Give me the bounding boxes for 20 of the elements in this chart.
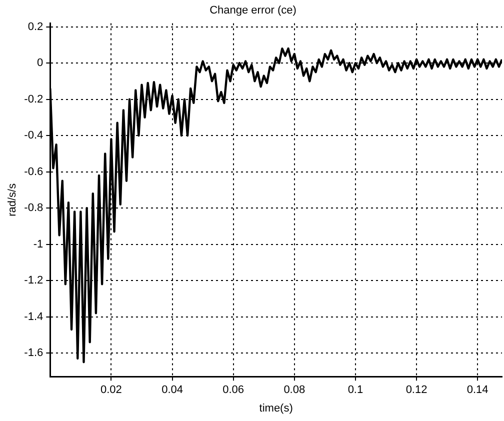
y-tick-label: -0.6 <box>24 166 44 178</box>
y-tick-label: -0.2 <box>24 93 44 106</box>
y-tick-label: -0.8 <box>24 202 44 214</box>
y-tick-label: -1 <box>33 238 44 250</box>
x-tick-label: 0.04 <box>162 384 183 396</box>
y-axis-title: rad/s/s <box>6 182 19 216</box>
y-tick-label: -1.6 <box>24 347 44 360</box>
y-tick-label: -1.4 <box>24 310 44 323</box>
y-tick-label: 0.2 <box>28 20 44 33</box>
x-axis-title: time(s) <box>259 402 293 414</box>
x-tick-label: 0.08 <box>284 384 306 396</box>
x-tick-label: 0.06 <box>222 384 244 396</box>
y-tick-label: -0.4 <box>24 130 44 142</box>
x-tick-label: 0.14 <box>466 384 488 396</box>
y-tick-label: 0 <box>37 57 44 70</box>
y-tick-label: -1.2 <box>24 274 44 287</box>
chart-title: Change error (ce) <box>210 4 296 17</box>
x-tick-label: 0.12 <box>406 384 428 396</box>
x-tick-label: 0.02 <box>100 384 122 396</box>
x-tick-label: 0.1 <box>348 384 364 396</box>
